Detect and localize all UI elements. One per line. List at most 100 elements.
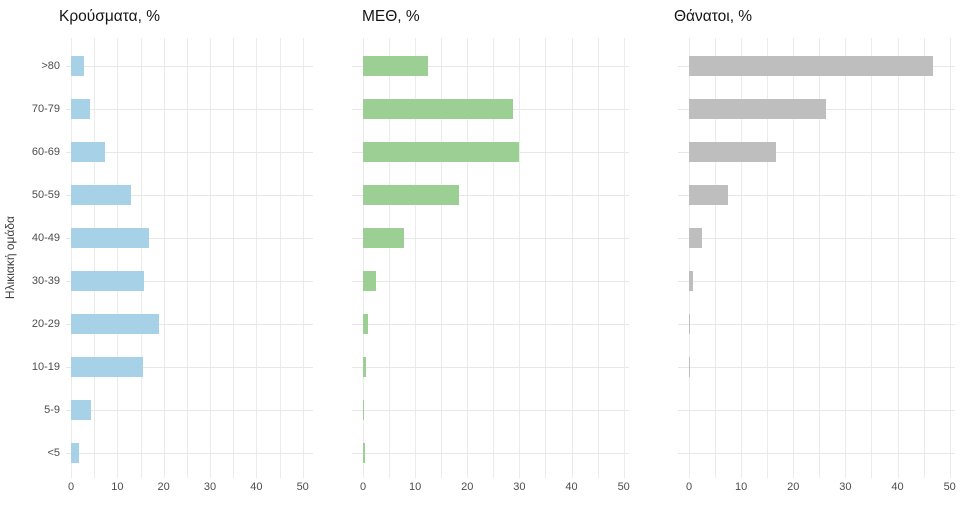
gridline-vertical <box>94 38 95 478</box>
bar <box>363 228 404 248</box>
gridline-vertical <box>280 38 281 478</box>
y-tick-label: 40-49 <box>31 232 60 244</box>
gridline-vertical <box>950 38 951 478</box>
gridline-vertical <box>898 38 899 478</box>
gridline-horizontal <box>352 281 629 282</box>
x-tick-label: 30 <box>839 481 852 493</box>
gridline-horizontal <box>352 453 629 454</box>
bar <box>689 271 693 291</box>
x-tick-label: 10 <box>735 481 748 493</box>
chart-title-deaths: Θάνατοι, % <box>674 8 753 25</box>
gridline-horizontal <box>678 238 955 239</box>
gridline-horizontal <box>678 281 955 282</box>
bar <box>363 185 460 205</box>
bar <box>71 228 149 248</box>
bar <box>689 357 691 377</box>
gridline-horizontal <box>66 109 313 110</box>
y-tick-label: <5 <box>47 447 60 459</box>
gridline-vertical <box>467 38 468 478</box>
gridline-horizontal <box>66 367 313 368</box>
x-tick-label: 30 <box>513 481 526 493</box>
gridline-horizontal <box>352 238 629 239</box>
gridline-vertical <box>715 38 716 478</box>
y-axis-tick-labels: >80 70-79 60-69 50-59 40-49 30-39 20-29 10-19 5-… <box>0 38 60 478</box>
bar <box>689 185 728 205</box>
gridline-vertical <box>389 38 390 478</box>
chart-title-cases: Κρούσματα, % <box>59 8 160 25</box>
bar <box>71 99 90 119</box>
gridline-vertical <box>415 38 416 478</box>
gridline-vertical <box>793 38 794 478</box>
gridline-vertical <box>545 38 546 478</box>
x-tick-label: 50 <box>943 481 956 493</box>
x-tick-label: 10 <box>111 481 124 493</box>
y-tick-label: 30-39 <box>31 275 60 287</box>
x-tick-label: 40 <box>250 481 263 493</box>
gridline-horizontal <box>678 453 955 454</box>
gridline-horizontal <box>352 324 629 325</box>
bar <box>689 56 933 76</box>
gridline-vertical <box>871 38 872 478</box>
gridline-vertical <box>689 38 690 478</box>
y-tick-label: 10-19 <box>31 361 60 373</box>
y-tick-label: 70-79 <box>31 103 60 115</box>
plot-area-icu: 0 10 20 30 40 50 <box>352 38 630 493</box>
gridline-vertical <box>164 38 165 478</box>
x-tick-label: 10 <box>409 481 422 493</box>
x-tick-label: 0 <box>359 481 367 493</box>
gridline-horizontal <box>352 410 629 411</box>
gridline-horizontal <box>352 367 629 368</box>
bar <box>71 400 91 420</box>
bar <box>71 314 160 334</box>
gridline-horizontal <box>66 66 313 67</box>
bar <box>363 99 514 119</box>
plot-area-cases: 0 10 20 30 40 50 <box>66 38 313 493</box>
bar <box>71 271 145 291</box>
gridline-vertical <box>598 38 599 478</box>
x-tick-label: 40 <box>565 481 578 493</box>
bar <box>71 443 79 463</box>
gridline-horizontal <box>66 195 313 196</box>
bar <box>363 142 520 162</box>
gridline-vertical <box>71 38 72 478</box>
bar <box>363 56 428 76</box>
gridline-horizontal <box>66 238 313 239</box>
x-tick-label: 30 <box>203 481 217 493</box>
y-tick-label: 5-9 <box>44 404 60 416</box>
gridline-horizontal <box>66 453 313 454</box>
gridline-vertical <box>767 38 768 478</box>
gridline-horizontal <box>678 324 955 325</box>
bar <box>689 142 777 162</box>
gridline-vertical <box>845 38 846 478</box>
x-tick-label: 20 <box>787 481 800 493</box>
x-tick-label: 20 <box>461 481 474 493</box>
bar <box>71 142 105 162</box>
chart-title-icu: ΜΕΘ, % <box>362 8 420 25</box>
x-tick-label: 0 <box>685 481 693 493</box>
y-tick-label: 60-69 <box>31 146 60 158</box>
gridline-vertical <box>624 38 625 478</box>
y-tick-label: 20-29 <box>31 318 60 330</box>
gridline-horizontal <box>66 281 313 282</box>
gridline-vertical <box>819 38 820 478</box>
x-tick-label: 0 <box>67 481 75 493</box>
bar <box>71 357 144 377</box>
gridline-vertical <box>493 38 494 478</box>
bar <box>363 443 365 463</box>
x-tick-label: 50 <box>296 481 309 493</box>
gridline-vertical <box>117 38 118 478</box>
gridline-vertical <box>363 38 364 478</box>
gridline-vertical <box>572 38 573 478</box>
gridline-horizontal <box>678 152 955 153</box>
x-tick-label: 50 <box>617 481 630 493</box>
bar <box>689 228 703 248</box>
gridline-horizontal <box>678 195 955 196</box>
gridline-vertical <box>233 38 234 478</box>
gridline-vertical <box>924 38 925 478</box>
bar <box>363 400 364 420</box>
gridline-horizontal <box>678 410 955 411</box>
gridline-vertical <box>303 38 304 478</box>
bar <box>363 271 376 291</box>
gridline-horizontal <box>66 410 313 411</box>
